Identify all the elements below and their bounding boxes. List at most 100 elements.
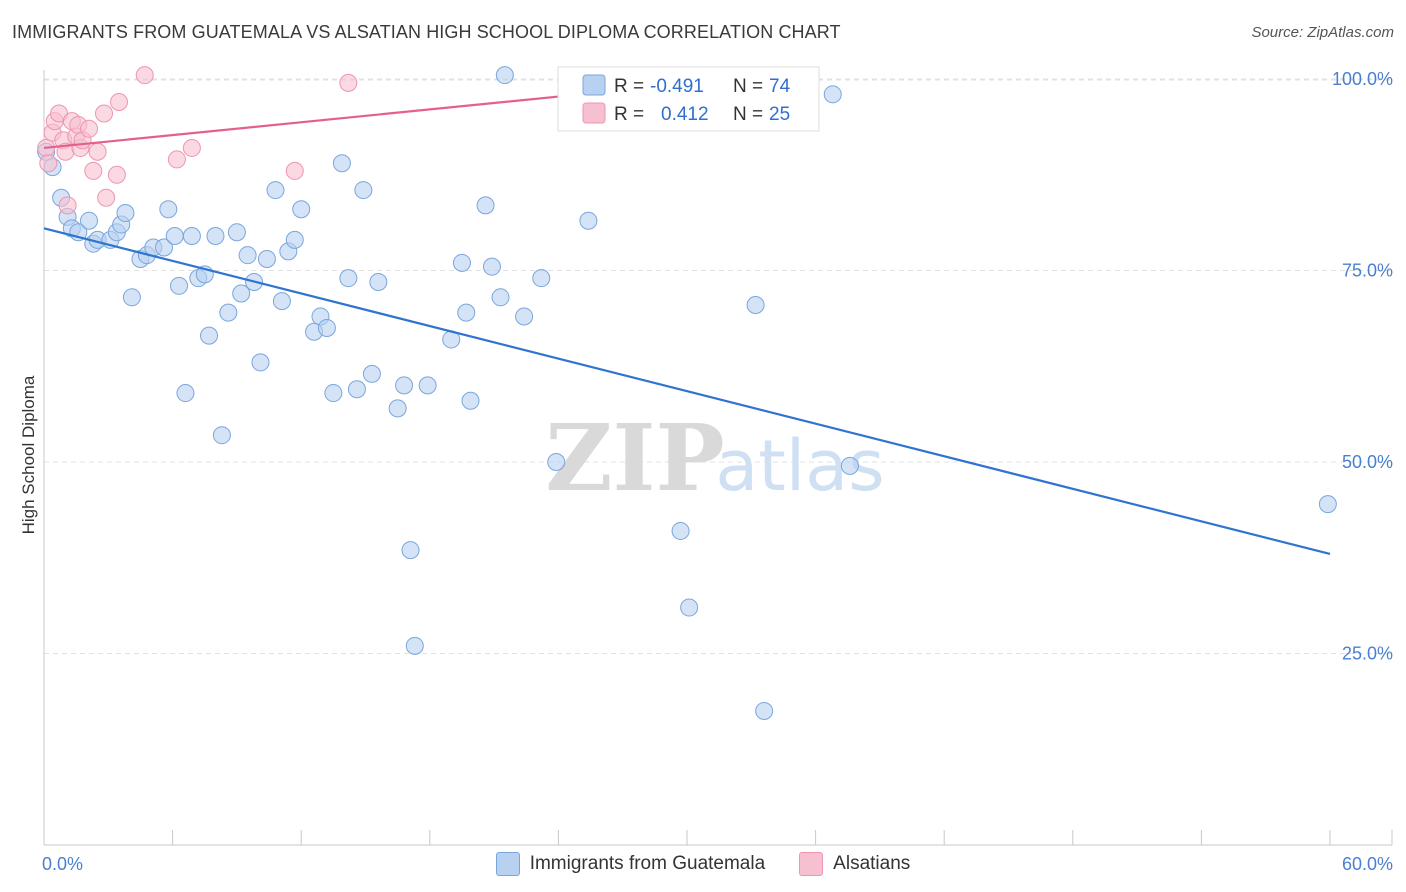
point-guatemala [206, 227, 225, 246]
x-tick-label: 60.0% [1342, 854, 1393, 874]
legend-n-value-blue: 74 [769, 76, 791, 97]
chart-title: IMMIGRANTS FROM GUATEMALA VS ALSATIAN HI… [12, 22, 841, 42]
watermark-zip: ZIP [545, 404, 724, 512]
point-guatemala [257, 250, 276, 269]
point-guatemala [746, 295, 765, 314]
series-legend: Immigrants from Guatemala Alsatians [0, 852, 1406, 876]
point-guatemala [238, 246, 257, 265]
point-guatemala [823, 85, 842, 104]
point-guatemala [461, 391, 480, 410]
legend-swatch-pink [582, 102, 606, 124]
point-alsatian [107, 165, 126, 184]
point-alsatian [167, 150, 186, 169]
point-guatemala [212, 426, 231, 445]
legend-label-alsatians: Alsatians [833, 853, 911, 874]
point-guatemala [272, 292, 291, 311]
point-alsatian [80, 119, 99, 138]
point-guatemala [182, 227, 201, 246]
x-tick-labels: 0.0% 60.0% [42, 854, 1393, 874]
point-guatemala [395, 376, 414, 395]
point-guatemala [680, 598, 699, 617]
legend-swatch-alsatians [799, 852, 824, 876]
point-guatemala [339, 269, 358, 288]
legend-r-value-pink: 0.412 [661, 104, 709, 125]
point-guatemala [324, 384, 343, 403]
legend-swatch-guatemala [495, 852, 520, 876]
point-guatemala [547, 453, 566, 471]
y-tick-label: 75.0% [1342, 261, 1393, 281]
point-guatemala [401, 541, 420, 560]
point-alsatian [58, 196, 77, 215]
point-guatemala [266, 181, 285, 200]
grid [44, 78, 1392, 654]
legend-r-label-pink: R = [614, 104, 644, 125]
y-axis-label: High School Diploma [19, 375, 38, 534]
point-guatemala [515, 307, 534, 326]
y-tick-label: 100.0% [1332, 69, 1393, 89]
legend-n-label-blue: N = [733, 76, 763, 97]
point-guatemala [219, 303, 238, 322]
point-guatemala [457, 303, 476, 322]
y-tick-label: 50.0% [1342, 452, 1393, 472]
point-guatemala [405, 636, 424, 655]
source-label: Source: ZipAtlas.com [1251, 24, 1394, 41]
point-alsatian [84, 161, 103, 180]
legend-n-label-pink: N = [733, 104, 763, 125]
data-points [37, 66, 1337, 720]
legend-item-guatemala: Immigrants from Guatemala [495, 852, 766, 876]
point-guatemala [495, 66, 514, 85]
y-tick-label: 25.0% [1342, 644, 1393, 664]
point-guatemala [155, 238, 174, 257]
watermark-atlas: atlas [715, 425, 884, 507]
point-guatemala [840, 456, 859, 475]
point-guatemala [354, 181, 373, 200]
point-guatemala [122, 288, 141, 307]
point-guatemala [176, 384, 195, 403]
legend-swatch-blue [582, 74, 606, 96]
point-guatemala [755, 701, 774, 720]
point-guatemala [491, 288, 510, 307]
point-guatemala [170, 276, 189, 295]
point-alsatian [110, 92, 129, 111]
point-guatemala [476, 196, 495, 215]
point-guatemala [418, 376, 437, 395]
legend-n-value-pink: 25 [769, 104, 790, 125]
point-guatemala [332, 154, 351, 173]
point-guatemala [317, 318, 336, 337]
watermark: ZIP atlas [545, 404, 884, 512]
legend-r-value-blue: -0.491 [650, 76, 704, 97]
point-guatemala [452, 253, 471, 272]
point-guatemala [362, 364, 381, 383]
point-alsatian [339, 73, 358, 92]
point-guatemala [285, 230, 304, 249]
point-guatemala [116, 204, 135, 223]
legend-r-label-blue: R = [614, 76, 644, 97]
legend-label-guatemala: Immigrants from Guatemala [529, 853, 766, 874]
point-guatemala [369, 272, 388, 291]
point-guatemala [1318, 495, 1337, 514]
point-alsatian [95, 104, 114, 123]
point-guatemala [347, 380, 366, 399]
point-guatemala [482, 257, 501, 276]
y-tick-labels: 100.0% 75.0% 50.0% 25.0% [1332, 69, 1393, 664]
point-alsatian [39, 154, 58, 173]
point-guatemala [80, 211, 99, 230]
trend-line-guatemala [43, 227, 1331, 555]
point-guatemala [532, 269, 551, 288]
x-tick-label: 0.0% [42, 854, 83, 874]
legend-item-alsatians: Alsatians [799, 852, 910, 876]
point-guatemala [579, 211, 598, 230]
point-guatemala [388, 399, 407, 418]
point-alsatian [135, 66, 154, 85]
point-guatemala [251, 353, 270, 372]
axes [43, 70, 1393, 846]
point-guatemala [232, 284, 251, 303]
point-alsatian [88, 142, 107, 161]
point-alsatian [285, 161, 304, 180]
legend-stats: R = -0.491 N = 74 R = 0.412 N = 25 [557, 66, 820, 132]
point-guatemala [227, 223, 246, 242]
point-guatemala [671, 521, 690, 540]
point-guatemala [165, 227, 184, 246]
point-alsatian [182, 138, 201, 157]
